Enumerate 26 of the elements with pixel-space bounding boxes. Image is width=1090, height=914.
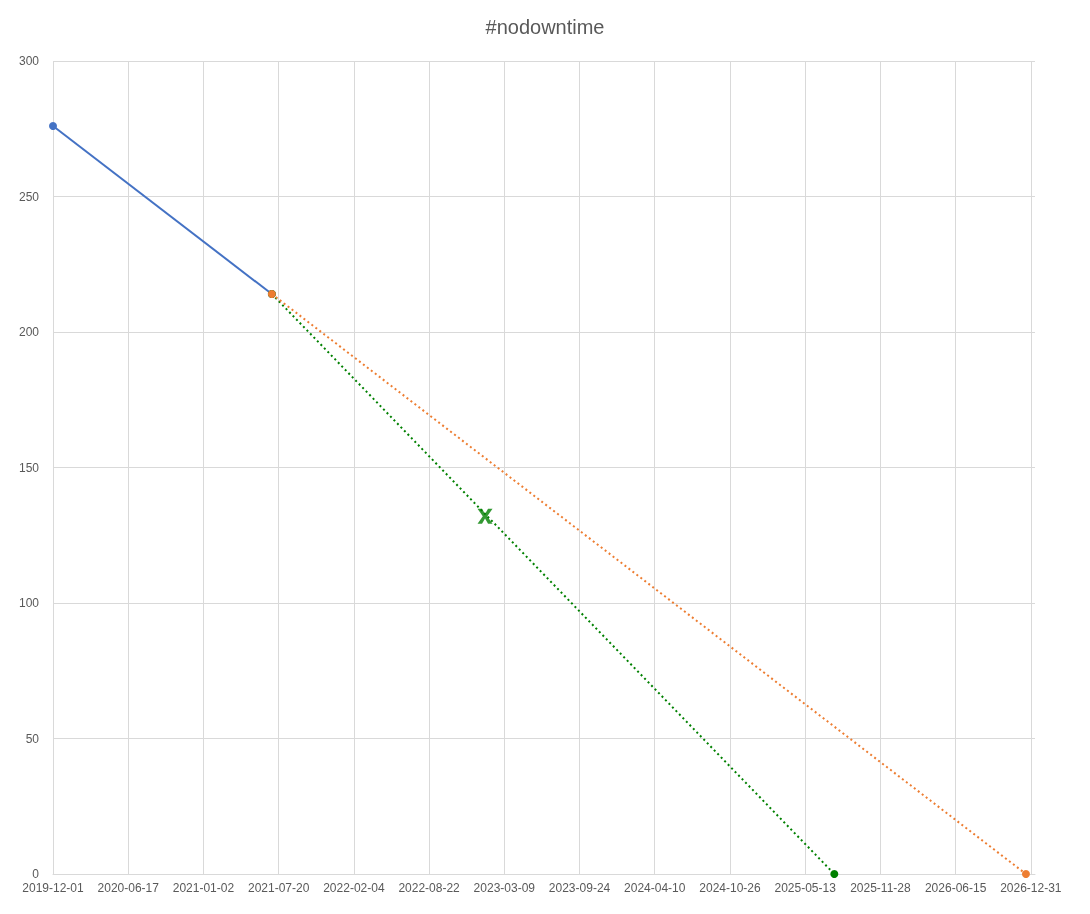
x-tick-label: 2026-12-31: [1000, 881, 1062, 895]
x-tick-label: 2024-10-26: [699, 881, 761, 895]
y-tick-label: 50: [25, 731, 40, 746]
x-tick-label: 2023-09-24: [548, 881, 611, 895]
x-tick-label: 2019-12-01: [22, 881, 85, 895]
point: [477, 508, 493, 524]
point: [830, 870, 839, 878]
y-tick-label: 300: [18, 54, 40, 68]
point: [1021, 870, 1030, 878]
x-tick-label: 2021-07-20: [247, 881, 310, 895]
y-tick-label: 100: [18, 596, 40, 610]
y-tick-label: 200: [18, 325, 40, 339]
x-tick-label: 2022-02-04: [323, 881, 385, 895]
y-tick-label: 150: [18, 460, 40, 475]
x-tick-label: 2021-01-02: [172, 881, 235, 895]
x-tick-label: 2025-05-13: [774, 881, 837, 895]
point: [49, 122, 57, 131]
x-tick-label: 2022-08-22: [398, 881, 461, 895]
chart-title: #nodowntime: [485, 16, 605, 38]
y-tick-label: 250: [18, 189, 40, 204]
x-tick-label: 2020-06-17: [97, 881, 160, 895]
x-tick-label: 2025-11-28: [850, 881, 911, 895]
y-tick-label: 0: [32, 867, 40, 881]
x-tick-label: 2026-06-15: [924, 881, 987, 895]
x-tick-label: 2023-03-09: [473, 881, 536, 895]
x-tick-label: 2024-04-10: [624, 881, 686, 895]
